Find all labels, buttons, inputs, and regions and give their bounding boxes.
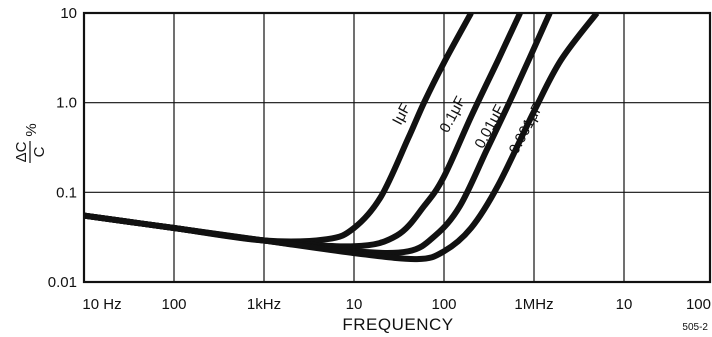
y-tick-label: 1.0: [56, 95, 77, 112]
y-axis-label-numerator: ΔC: [13, 141, 30, 162]
x-tick-label: 1kHz: [247, 296, 281, 313]
plot-frame: [82, 11, 712, 284]
vertical-gridlines: [173, 13, 625, 282]
y-tick-labels: 0.01 0.1 1.0 10: [48, 5, 77, 291]
x-tick-label: 100: [431, 296, 456, 313]
figure-number: 505-2: [682, 322, 708, 333]
y-axis-label: ΔC C %: [13, 123, 48, 163]
capacitance-curves: [84, 13, 600, 263]
x-tick-label: 1MHz: [514, 296, 553, 313]
curve-label: IμF: [389, 100, 414, 127]
y-tick-label: 10: [60, 5, 77, 22]
x-tick-label: 10: [346, 296, 363, 313]
x-tick-label: 100: [686, 296, 711, 313]
x-tick-label: 10: [616, 296, 633, 313]
y-tick-label: 0.01: [48, 274, 77, 291]
curve-label: 0.001μF: [506, 100, 547, 157]
y-axis-label-denominator: C: [31, 146, 48, 157]
horizontal-gridlines: [84, 102, 710, 193]
y-axis-label-unit: %: [23, 123, 40, 136]
y-tick-label: 0.1: [56, 184, 77, 201]
x-tick-label: 10 Hz: [82, 296, 121, 313]
curve-4: [84, 13, 600, 263]
x-tick-label: 100: [161, 296, 186, 313]
curve-1: [84, 13, 474, 245]
x-axis-label: FREQUENCY: [342, 315, 453, 334]
x-tick-labels: 10 Hz 100 1kHz 10 100 1MHz 10 100: [82, 296, 711, 313]
